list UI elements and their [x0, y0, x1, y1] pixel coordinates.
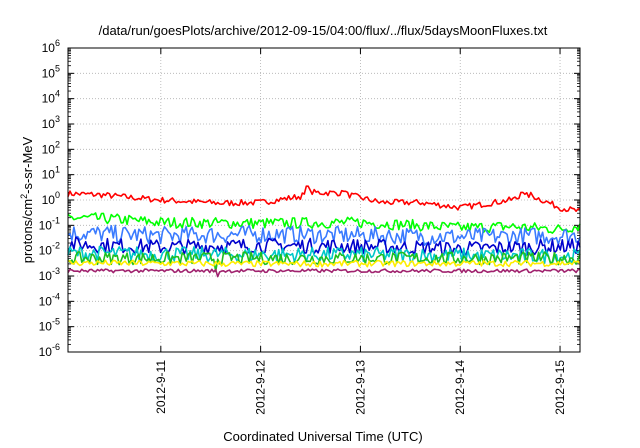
series-line	[67, 224, 581, 246]
y-tick-exponent: 3	[55, 114, 60, 124]
y-tick-exponent: -6	[52, 342, 60, 352]
y-axis-label: protons/cm2-s-sr-MeV	[19, 136, 35, 263]
y-tick-exponent: -3	[52, 266, 60, 276]
y-tick-base: 10	[42, 41, 56, 55]
y-axis-label-post: -s-sr-MeV	[20, 136, 35, 193]
series-line	[67, 212, 581, 234]
y-tick-base: 10	[42, 92, 56, 106]
y-tick-base: 10	[39, 320, 53, 334]
y-tick-base: 10	[42, 117, 56, 131]
y-tick-label: 106	[42, 38, 60, 55]
y-tick-label: 10-2	[39, 241, 60, 258]
y-tick-label: 10-4	[39, 291, 60, 308]
x-tick-label: 2012-9-14	[453, 360, 467, 415]
y-tick-exponent: -5	[52, 317, 60, 327]
y-tick-label: 10-6	[39, 342, 60, 359]
y-tick-label: 10-5	[39, 317, 60, 334]
y-tick-exponent: 4	[55, 89, 60, 99]
y-axis-label-sup: 2	[19, 194, 29, 199]
y-tick-label: 100	[42, 190, 60, 207]
y-tick-label: 10-3	[39, 266, 60, 283]
y-tick-label: 102	[42, 139, 60, 156]
x-tick-label: 2012-9-13	[353, 360, 367, 415]
series-line	[67, 251, 581, 273]
y-tick-exponent: 2	[55, 139, 60, 149]
y-tick-base: 10	[39, 294, 53, 308]
x-axis-label: Coordinated Universal Time (UTC)	[223, 429, 422, 444]
y-tick-exponent: 1	[55, 165, 60, 175]
plot-frame	[67, 47, 581, 353]
plot-series	[67, 185, 581, 278]
y-tick-base: 10	[42, 142, 56, 156]
x-axis: 2012-9-11 2012-9-12 2012-9-13 2012-9-14 2012…	[154, 48, 567, 415]
y-tick-base: 10	[39, 244, 53, 258]
chart-title: /data/run/goesPlots/archive/2012-09-15/0…	[99, 23, 548, 38]
x-tick-label: 2012-9-12	[254, 360, 268, 415]
y-tick-base: 10	[39, 218, 53, 232]
y-axis-label-pre: protons/cm	[20, 199, 35, 263]
y-tick-base: 10	[42, 168, 56, 182]
y-tick-exponent: 5	[55, 63, 60, 73]
y-axis: 10-610-510-410-310-210-11001011021031041…	[39, 38, 580, 359]
y-tick-exponent: 0	[55, 190, 60, 200]
y-tick-exponent: -2	[52, 241, 60, 251]
y-tick-base: 10	[39, 269, 53, 283]
series-line	[67, 268, 581, 278]
series-line	[67, 236, 581, 256]
y-tick-label: 104	[42, 89, 60, 106]
x-tick-label: 2012-9-11	[154, 360, 168, 414]
y-tick-base: 10	[39, 345, 53, 359]
y-tick-base: 10	[42, 193, 56, 207]
y-tick-base: 10	[42, 66, 56, 80]
y-tick-exponent: 6	[55, 38, 60, 48]
x-tick-label: 2012-9-15	[553, 360, 567, 415]
y-tick-label: 103	[42, 114, 60, 131]
series-line	[68, 259, 581, 268]
series-line	[67, 185, 581, 213]
y-tick-label: 105	[42, 63, 60, 80]
y-tick-label: 101	[42, 165, 60, 182]
y-tick-exponent: -4	[52, 291, 60, 301]
y-tick-label: 10-1	[39, 215, 60, 232]
y-tick-exponent: -1	[52, 215, 60, 225]
